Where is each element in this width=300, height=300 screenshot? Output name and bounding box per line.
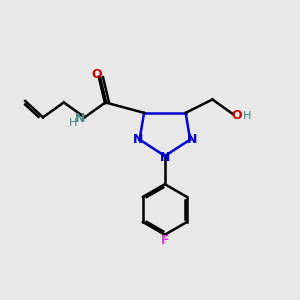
Text: N: N <box>75 112 85 125</box>
Text: H: H <box>69 118 77 128</box>
Text: O: O <box>231 109 242 122</box>
Text: F: F <box>160 234 169 247</box>
Text: N: N <box>133 133 143 146</box>
Text: N: N <box>186 133 197 146</box>
Text: H: H <box>242 111 251 121</box>
Text: N: N <box>160 151 170 164</box>
Text: O: O <box>91 68 102 81</box>
